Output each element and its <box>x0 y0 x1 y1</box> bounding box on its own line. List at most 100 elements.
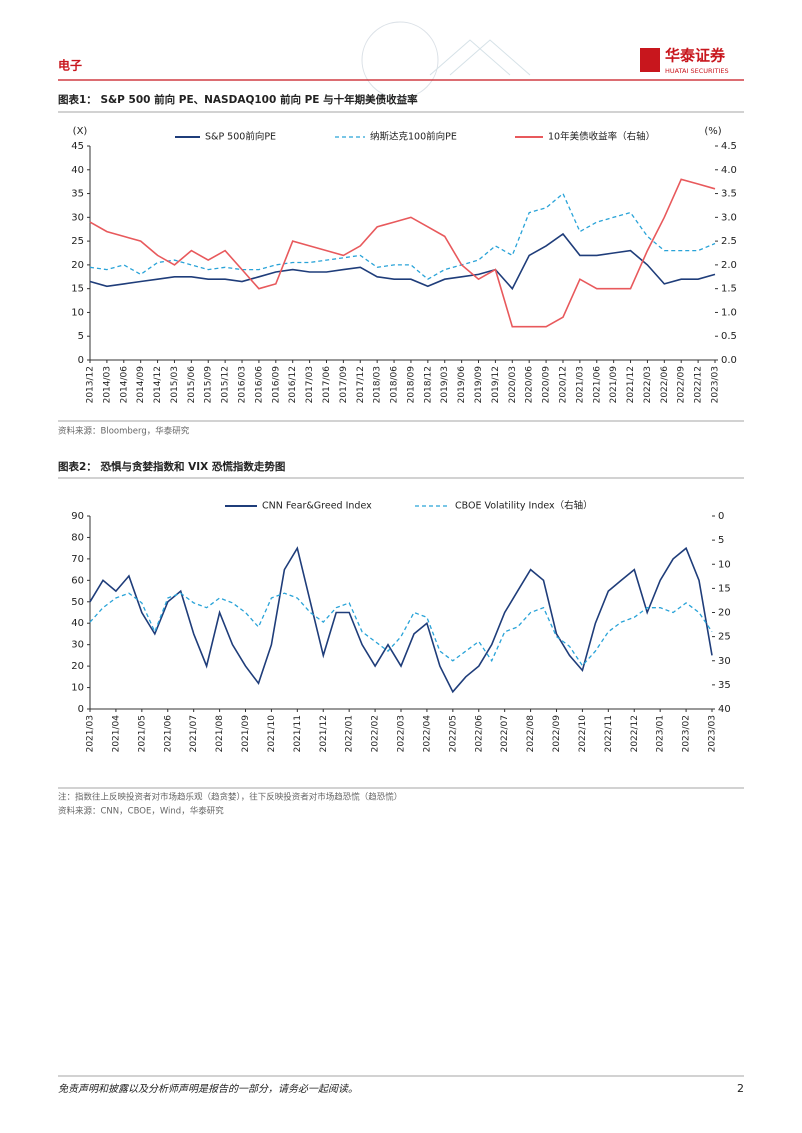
y-tick-label: 35 <box>71 189 84 200</box>
x-tick-label: 2021/06 <box>163 715 173 753</box>
x-tick-label: 2022/06 <box>474 715 484 753</box>
x-tick-label: 2019/12 <box>491 366 501 403</box>
x-tick-label: 2018/03 <box>373 366 383 403</box>
x-tick-label: 2020/03 <box>508 366 518 403</box>
y-tick-label: 10 <box>71 683 84 694</box>
y2-tick-label: 20 <box>718 608 731 619</box>
x-tick-label: 2021/12 <box>319 715 329 752</box>
y2-tick-label: 0.5 <box>721 331 737 342</box>
x-tick-label: 2018/06 <box>390 366 400 404</box>
y-tick-label: 0 <box>78 704 84 715</box>
y-tick-label: 45 <box>71 141 84 152</box>
x-tick-label: 2018/09 <box>406 366 416 404</box>
y2-tick-label: 10 <box>718 559 731 570</box>
legend-label: S&P 500前向PE <box>205 131 276 143</box>
x-tick-label: 2021/10 <box>267 715 277 753</box>
x-tick-label: 2020/06 <box>525 366 535 404</box>
lattice <box>429 39 531 76</box>
y-unit: (X) <box>73 126 88 137</box>
x-tick-label: 2022/05 <box>448 715 458 752</box>
x-tick-label: 2016/03 <box>238 366 248 403</box>
x-tick-label: 2021/08 <box>215 715 225 753</box>
x-tick-label: 2015/06 <box>187 366 197 404</box>
y2-tick-label: 3.0 <box>721 212 737 223</box>
y2-tick-label: 15 <box>718 583 731 594</box>
section: 电子 <box>58 58 82 73</box>
x-tick-label: 2019/06 <box>457 366 467 404</box>
x-tick-label: 2013/12 <box>86 366 96 403</box>
y-tick-label: 25 <box>71 236 84 247</box>
y2-tick-label: 35 <box>718 680 731 691</box>
y-tick-label: 50 <box>71 597 84 608</box>
x-tick-label: 2023/03 <box>711 366 721 403</box>
x-tick-label: 2014/06 <box>119 366 129 404</box>
x-tick-label: 2023/02 <box>682 715 692 752</box>
y-tick-label: 80 <box>71 532 84 543</box>
y2-tick-label: 4.0 <box>721 165 737 176</box>
legend-label: CBOE Volatility Index（右轴） <box>455 500 593 512</box>
x-tick-label: 2021/07 <box>189 715 199 752</box>
x-tick-label: 2022/12 <box>630 715 640 752</box>
y-tick-label: 30 <box>71 640 84 651</box>
y-tick-label: 40 <box>71 618 84 629</box>
y-tick-label: 70 <box>71 554 84 565</box>
y2-tick-label: 30 <box>718 656 731 667</box>
x-tick-label: 2019/03 <box>440 366 450 403</box>
y2-tick-label: 2.5 <box>721 236 737 247</box>
y-tick-label: 20 <box>71 661 84 672</box>
x-tick-label: 2014/03 <box>102 366 112 403</box>
source: 资料来源：Bloomberg，华泰研究 <box>58 426 190 437</box>
x-tick-label: 2020/09 <box>542 366 552 404</box>
legend-label: 10年美债收益率（右轴） <box>548 131 655 143</box>
x-tick-label: 2016/06 <box>254 366 264 404</box>
y2-tick-label: 0 <box>718 511 724 522</box>
x-tick-label: 2015/12 <box>221 366 231 403</box>
y-tick-label: 0 <box>78 355 84 366</box>
disclaimer: 免责声明和披露以及分析师声明是报告的一部分，请务必一起阅读。 <box>58 1083 358 1095</box>
x-tick-label: 2014/09 <box>136 366 146 404</box>
x-tick-label: 2023/03 <box>708 715 718 752</box>
y2-tick-label: 1.5 <box>721 284 737 295</box>
y-tick-label: 5 <box>78 331 84 342</box>
series-line <box>89 546 713 694</box>
logo-icon <box>640 48 660 72</box>
y2-tick-label: 25 <box>718 632 731 643</box>
y2-tick-label: 1.0 <box>721 307 737 318</box>
y2-tick-label: 40 <box>718 704 731 715</box>
x-tick-label: 2022/09 <box>677 366 687 404</box>
x-tick-label: 2016/09 <box>271 366 281 404</box>
x-tick-label: 2021/09 <box>609 366 619 404</box>
x-tick-label: 2021/11 <box>293 715 303 752</box>
x-tick-label: 2020/12 <box>558 366 568 403</box>
y2-unit: (%) <box>704 126 721 137</box>
x-tick-label: 2021/09 <box>241 715 251 753</box>
x-tick-label: 2022/01 <box>345 715 355 752</box>
series-line <box>89 178 716 328</box>
x-tick-label: 2021/05 <box>137 715 147 752</box>
x-tick-label: 2019/09 <box>474 366 484 404</box>
y-tick-label: 10 <box>71 307 84 318</box>
y-tick-label: 20 <box>71 260 84 271</box>
globe <box>361 21 439 99</box>
source: 资料来源：CNN，CBOE，Wind，华泰研究 <box>58 806 224 817</box>
y-tick-label: 90 <box>71 511 84 522</box>
series-line <box>89 232 716 291</box>
x-tick-label: 2014/12 <box>153 366 163 403</box>
x-tick-label: 2022/10 <box>578 715 588 753</box>
x-tick-label: 2021/04 <box>111 715 121 753</box>
chart-title: 图表2： 恐惧与贪婪指数和 VIX 恐慌指数走势图 <box>58 460 285 473</box>
x-tick-label: 2021/03 <box>575 366 585 403</box>
x-tick-label: 2022/07 <box>500 715 510 752</box>
x-tick-label: 2022/06 <box>660 366 670 404</box>
x-tick-label: 2016/12 <box>288 366 298 403</box>
chart-title: 图表1： S&P 500 前向 PE、NASDAQ100 前向 PE 与十年期美… <box>58 93 418 106</box>
x-tick-label: 2022/03 <box>643 366 653 403</box>
note: 注：指数往上反映投资者对市场趋乐观（趋贪婪），往下反映投资者对市场趋恐慌（趋恐慌… <box>58 792 402 803</box>
legend-label: 纳斯达克100前向PE <box>370 131 457 143</box>
page-number: 2 <box>737 1082 744 1095</box>
y2-tick-label: 0.0 <box>721 355 737 366</box>
legend-label: CNN Fear&Greed Index <box>262 501 372 512</box>
x-tick-label: 2017/03 <box>305 366 315 403</box>
x-tick-label: 2021/12 <box>626 366 636 403</box>
